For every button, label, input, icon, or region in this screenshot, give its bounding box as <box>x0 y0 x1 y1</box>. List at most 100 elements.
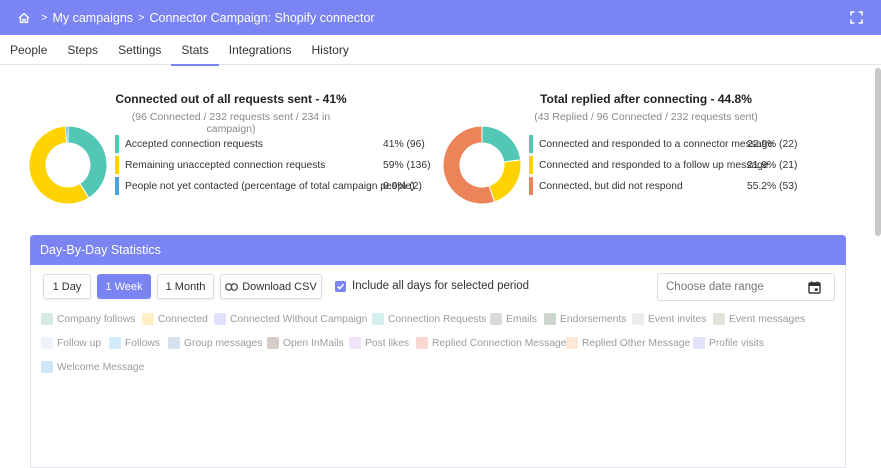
donut-chart-connected <box>28 125 108 205</box>
tag-label: Connected Without Campaign <box>230 313 368 325</box>
tag-connection-requests[interactable]: Connection Requests <box>372 312 486 326</box>
legend-value: 0.9% (2) <box>383 180 422 192</box>
legend-value: 55.2% (53) <box>747 180 798 192</box>
tag-swatch <box>168 337 180 349</box>
legend-label: Accepted connection requests <box>125 138 263 150</box>
calendar-icon[interactable] <box>808 281 821 294</box>
tab-bar: People Steps Settings Stats Integrations… <box>0 35 881 66</box>
tag-endorsements[interactable]: Endorsements <box>544 312 626 326</box>
replied-slice-0 <box>481 125 522 163</box>
tag-swatch <box>41 337 53 349</box>
tag-follows[interactable]: Follows <box>109 336 160 350</box>
tab-people[interactable]: People <box>10 42 48 57</box>
fullscreen-icon[interactable] <box>850 11 863 24</box>
legend-swatch <box>529 156 533 174</box>
summary-replied: Total replied after connecting - 44.8% (… <box>530 92 762 123</box>
tag-emails[interactable]: Emails <box>490 312 537 326</box>
legend-value: 59% (136) <box>383 159 431 171</box>
summary-replied-subtitle: (43 Replied / 96 Connected / 232 request… <box>534 111 758 123</box>
include-all-days-checkbox[interactable] <box>335 281 346 292</box>
tag-swatch <box>713 313 725 325</box>
legend-label: Connected and responded to a connector m… <box>539 138 774 150</box>
tag-swatch <box>349 337 361 349</box>
tag-connected-without-campaign[interactable]: Connected Without Campaign <box>214 312 367 326</box>
tag-label: Profile visits <box>709 337 764 349</box>
tag-label: Company follows <box>57 313 136 325</box>
tag-swatch <box>416 337 428 349</box>
period-1-day-button[interactable]: 1 Day <box>43 274 91 299</box>
tag-swatch <box>109 337 121 349</box>
legend-label: People not yet contacted (percentage of … <box>125 180 415 192</box>
download-csv-button[interactable]: Download CSV <box>220 274 322 299</box>
legend-label: Connected and responded to a follow up m… <box>539 159 769 171</box>
tag-label: Event messages <box>729 313 806 325</box>
legend-swatch <box>115 156 119 174</box>
download-csv-label: Download CSV <box>242 280 317 293</box>
tag-post-likes[interactable]: Post likes <box>349 336 409 350</box>
date-range-input[interactable]: Choose date range <box>657 273 835 301</box>
tag-label: Open InMails <box>283 337 344 349</box>
legend-unaccepted: Remaining unaccepted connection requests <box>115 156 325 174</box>
tab-steps[interactable]: Steps <box>67 42 99 57</box>
tag-replied-connection-message[interactable]: Replied Connection Message <box>416 336 567 350</box>
tab-settings[interactable]: Settings <box>118 42 162 57</box>
tag-replied-other-message[interactable]: Replied Other Message <box>566 336 690 350</box>
connected-slice-0 <box>67 125 108 199</box>
legend-value: 22.9% (22) <box>747 138 798 150</box>
replied-slice-2 <box>442 125 496 205</box>
tag-welcome-message[interactable]: Welcome Message <box>41 360 144 374</box>
tag-swatch <box>566 337 578 349</box>
include-all-days-label[interactable]: Include all days for selected period <box>352 280 530 292</box>
breadcrumb-campaign: Connector Campaign: Shopify connector <box>149 10 375 25</box>
tag-follow-up[interactable]: Follow up <box>41 336 101 350</box>
tag-company-follows[interactable]: Company follows <box>41 312 135 326</box>
tab-history[interactable]: History <box>311 42 349 57</box>
tag-event-messages[interactable]: Event messages <box>713 312 805 326</box>
summary-replied-title: Total replied after connecting - 44.8% <box>540 92 752 106</box>
tag-swatch <box>41 313 53 325</box>
tag-label: Follow up <box>57 337 102 349</box>
tag-open-inmails[interactable]: Open InMails <box>267 336 344 350</box>
summary-connected-title: Connected out of all requests sent - 41% <box>115 92 347 106</box>
breadcrumb-separator: > <box>41 11 48 24</box>
replied-slice-1 <box>488 159 522 203</box>
home-icon[interactable] <box>18 12 30 24</box>
legend-swatch <box>529 135 533 153</box>
breadcrumb-my-campaigns[interactable]: My campaigns <box>52 10 134 25</box>
period-1-week-button[interactable]: 1 Week <box>97 274 151 299</box>
top-bar: > My campaigns > Connector Campaign: Sho… <box>0 0 881 35</box>
breadcrumb-separator: > <box>138 11 145 24</box>
tag-label: Endorsements <box>560 313 627 325</box>
tag-connected[interactable]: Connected <box>142 312 208 326</box>
check-icon <box>336 283 345 290</box>
daybyday-title: Day-By-Day Statistics <box>30 235 846 265</box>
legend-swatch <box>115 177 119 195</box>
tag-swatch <box>142 313 154 325</box>
tag-profile-visits[interactable]: Profile visits <box>693 336 764 350</box>
legend-value: 21.9% (21) <box>747 159 798 171</box>
tab-integrations[interactable]: Integrations <box>228 42 292 57</box>
tag-swatch <box>544 313 556 325</box>
tag-swatch <box>632 313 644 325</box>
legend-responded-connector: Connected and responded to a connector m… <box>529 135 773 153</box>
tag-swatch <box>372 313 384 325</box>
link-icon <box>225 282 239 291</box>
legend-accepted: Accepted connection requests <box>115 135 263 153</box>
tag-swatch <box>490 313 502 325</box>
donut-chart-replied <box>442 125 522 205</box>
tag-label: Welcome Message <box>57 361 145 373</box>
period-1-month-button[interactable]: 1 Month <box>157 274 214 299</box>
tag-event-invites[interactable]: Event invites <box>632 312 706 326</box>
tag-swatch <box>267 337 279 349</box>
date-range-placeholder: Choose date range <box>666 281 764 293</box>
tag-label: Connection Requests <box>388 313 487 325</box>
legend-label: Connected, but did not respond <box>539 180 683 192</box>
daybyday-panel <box>30 235 846 468</box>
summary-connected: Connected out of all requests sent - 41%… <box>110 92 352 135</box>
tag-group-messages[interactable]: Group messages <box>168 336 262 350</box>
scrollbar[interactable] <box>875 68 881 236</box>
tag-swatch <box>693 337 705 349</box>
tab-stats[interactable]: Stats <box>171 35 220 66</box>
summary-connected-subtitle: (96 Connected / 232 requests sent / 234 … <box>131 111 331 135</box>
tag-label: Event invites <box>648 313 707 325</box>
